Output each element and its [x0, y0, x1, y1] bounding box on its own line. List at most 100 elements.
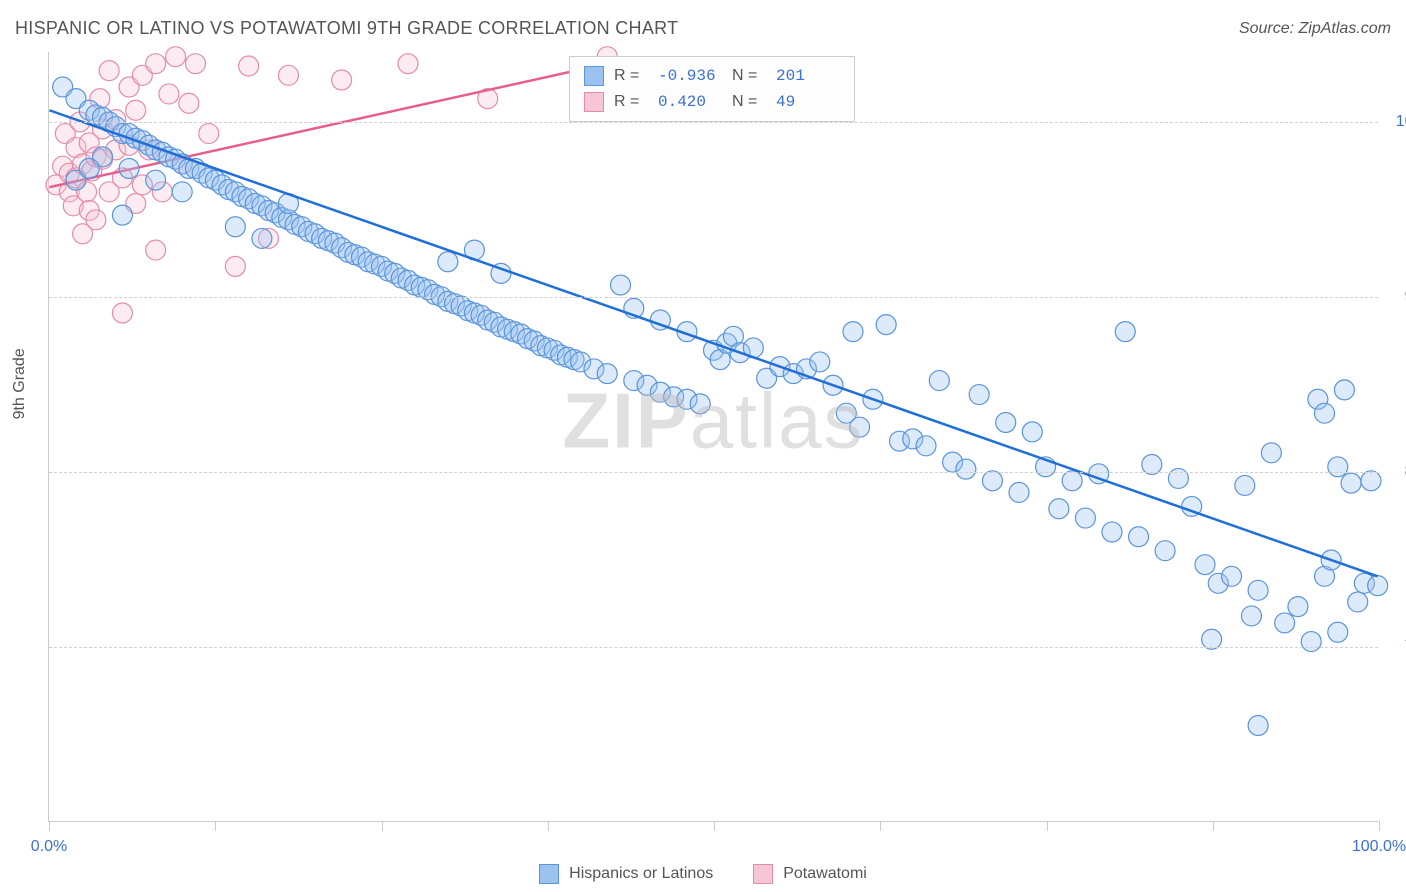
n-value-pink: 49 — [776, 89, 840, 115]
n-value-blue: 201 — [776, 63, 840, 89]
r-value-pink: 0.420 — [658, 89, 722, 115]
legend-label-blue: Hispanics or Latinos — [569, 865, 713, 883]
point-pink — [166, 47, 186, 67]
point-blue — [1341, 473, 1361, 493]
point-blue — [172, 182, 192, 202]
point-pink — [185, 54, 205, 74]
point-blue — [1334, 380, 1354, 400]
n-label: N = — [732, 89, 766, 115]
legend-row-blue: R = -0.936 N = 201 — [584, 63, 840, 89]
swatch-pink — [584, 92, 604, 112]
n-label: N = — [732, 63, 766, 89]
point-blue — [996, 413, 1016, 433]
point-blue — [1248, 580, 1268, 600]
xtick — [548, 821, 549, 831]
point-blue — [1009, 482, 1029, 502]
point-blue — [1049, 499, 1069, 519]
xtick — [215, 821, 216, 831]
gridline — [49, 647, 1378, 648]
point-blue — [225, 217, 245, 237]
xtick — [49, 821, 50, 831]
point-pink — [278, 65, 298, 85]
point-blue — [843, 322, 863, 342]
point-blue — [1235, 475, 1255, 495]
legend-item-pink: Potawatomi — [753, 864, 867, 884]
ytick-label: 100.0% — [1396, 113, 1406, 131]
point-blue — [1275, 613, 1295, 633]
point-blue — [1075, 508, 1095, 528]
xtick — [1213, 821, 1214, 831]
swatch-pink-icon — [753, 864, 773, 884]
legend-label-pink: Potawatomi — [783, 865, 867, 883]
point-blue — [1261, 443, 1281, 463]
point-pink — [159, 84, 179, 104]
point-blue — [690, 394, 710, 414]
xtick-label-left: 0.0% — [31, 838, 67, 856]
xtick — [1379, 821, 1380, 831]
point-blue — [1222, 566, 1242, 586]
point-pink — [146, 240, 166, 260]
point-blue — [146, 170, 166, 190]
point-blue — [438, 252, 458, 272]
point-pink — [126, 100, 146, 120]
swatch-blue — [584, 66, 604, 86]
legend-bottom: Hispanics or Latinos Potawatomi — [0, 864, 1406, 884]
point-blue — [611, 275, 631, 295]
xtick — [382, 821, 383, 831]
point-pink — [179, 93, 199, 113]
point-blue — [1155, 541, 1175, 561]
point-blue — [956, 459, 976, 479]
point-blue — [916, 436, 936, 456]
point-blue — [1315, 403, 1335, 423]
point-blue — [112, 205, 132, 225]
r-label: R = — [614, 89, 648, 115]
source-attribution: Source: ZipAtlas.com — [1239, 20, 1391, 38]
trendline-blue — [49, 110, 1377, 576]
scatter-svg — [49, 52, 1378, 821]
point-blue — [1248, 715, 1268, 735]
point-blue — [1361, 471, 1381, 491]
r-value-blue: -0.936 — [658, 63, 722, 89]
point-pink — [146, 54, 166, 74]
point-blue — [1301, 632, 1321, 652]
point-blue — [1328, 622, 1348, 642]
xtick — [1047, 821, 1048, 831]
point-blue — [969, 385, 989, 405]
chart-title: HISPANIC OR LATINO VS POTAWATOMI 9TH GRA… — [15, 18, 678, 39]
correlation-legend: R = -0.936 N = 201 R = 0.420 N = 49 — [569, 56, 855, 122]
r-label: R = — [614, 63, 648, 89]
gridline — [49, 472, 1378, 473]
point-blue — [119, 159, 139, 179]
point-blue — [252, 228, 272, 248]
point-blue — [1368, 576, 1388, 596]
point-pink — [332, 70, 352, 90]
point-blue — [876, 315, 896, 335]
point-blue — [1348, 592, 1368, 612]
point-blue — [1062, 471, 1082, 491]
point-blue — [1115, 322, 1135, 342]
point-blue — [1129, 527, 1149, 547]
point-pink — [86, 210, 106, 230]
point-pink — [99, 61, 119, 81]
xtick-label-right: 100.0% — [1352, 838, 1406, 856]
xtick — [880, 821, 881, 831]
point-blue — [810, 352, 830, 372]
point-blue — [850, 417, 870, 437]
point-pink — [112, 303, 132, 323]
y-axis-label: 9th Grade — [11, 348, 29, 419]
point-pink — [398, 54, 418, 74]
point-blue — [597, 364, 617, 384]
swatch-blue-icon — [539, 864, 559, 884]
point-blue — [1195, 555, 1215, 575]
point-blue — [1288, 597, 1308, 617]
point-pink — [239, 56, 259, 76]
point-blue — [1022, 422, 1042, 442]
chart-container: { "title": "HISPANIC OR LATINO VS POTAWA… — [0, 0, 1406, 892]
xtick — [714, 821, 715, 831]
legend-item-blue: Hispanics or Latinos — [539, 864, 713, 884]
point-blue — [929, 371, 949, 391]
point-blue — [982, 471, 1002, 491]
gridline — [49, 122, 1378, 123]
gridline — [49, 297, 1378, 298]
point-blue — [1328, 457, 1348, 477]
